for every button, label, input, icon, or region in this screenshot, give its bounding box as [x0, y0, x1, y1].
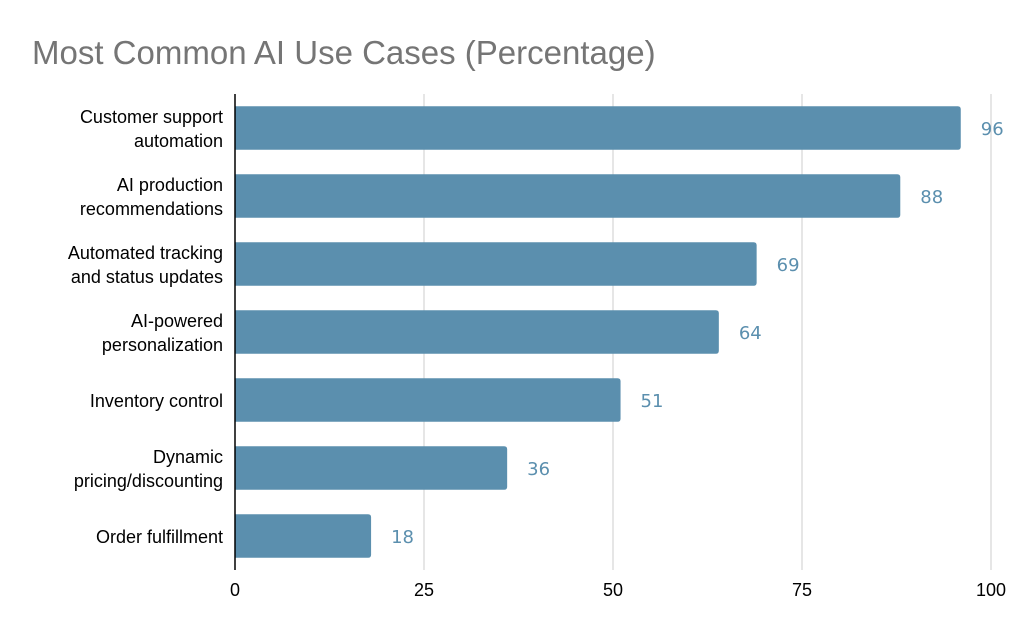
bar [235, 242, 757, 286]
category-label: pricing/discounting [74, 471, 223, 491]
category-label: Order fulfillment [96, 527, 223, 547]
data-label: 51 [641, 391, 664, 412]
data-label: 69 [777, 255, 800, 276]
data-label: 18 [391, 527, 414, 548]
x-axis-ticks: 0 25 50 75 100 [230, 580, 1006, 600]
data-label: 88 [920, 187, 943, 208]
data-label: 64 [739, 323, 762, 344]
category-label: Dynamic [153, 447, 223, 467]
bar [235, 174, 901, 218]
x-tick-label: 50 [603, 580, 623, 600]
bar [235, 310, 719, 354]
x-tick-label: 75 [792, 580, 812, 600]
data-label: 96 [981, 119, 1004, 140]
category-label: and status updates [71, 267, 223, 287]
data-labels: 96 88 69 64 51 36 18 [391, 119, 1004, 548]
category-label: AI-powered [131, 311, 223, 331]
bar [235, 378, 621, 422]
bar [235, 106, 961, 150]
x-tick-label: 0 [230, 580, 240, 600]
category-label: personalization [102, 335, 223, 355]
data-label: 36 [527, 459, 550, 480]
chart-title: Most Common AI Use Cases (Percentage) [32, 34, 656, 71]
bar [235, 446, 508, 490]
x-tick-label: 25 [414, 580, 434, 600]
bars [235, 106, 961, 558]
bar [235, 514, 372, 558]
category-labels: Customer support automation AI production r… [68, 107, 223, 547]
x-tick-label: 100 [976, 580, 1006, 600]
category-label: recommendations [80, 199, 223, 219]
category-label: automation [134, 131, 223, 151]
category-label: AI production [117, 175, 223, 195]
category-label: Customer support [80, 107, 223, 127]
category-label: Inventory control [90, 391, 223, 411]
category-label: Automated tracking [68, 243, 223, 263]
